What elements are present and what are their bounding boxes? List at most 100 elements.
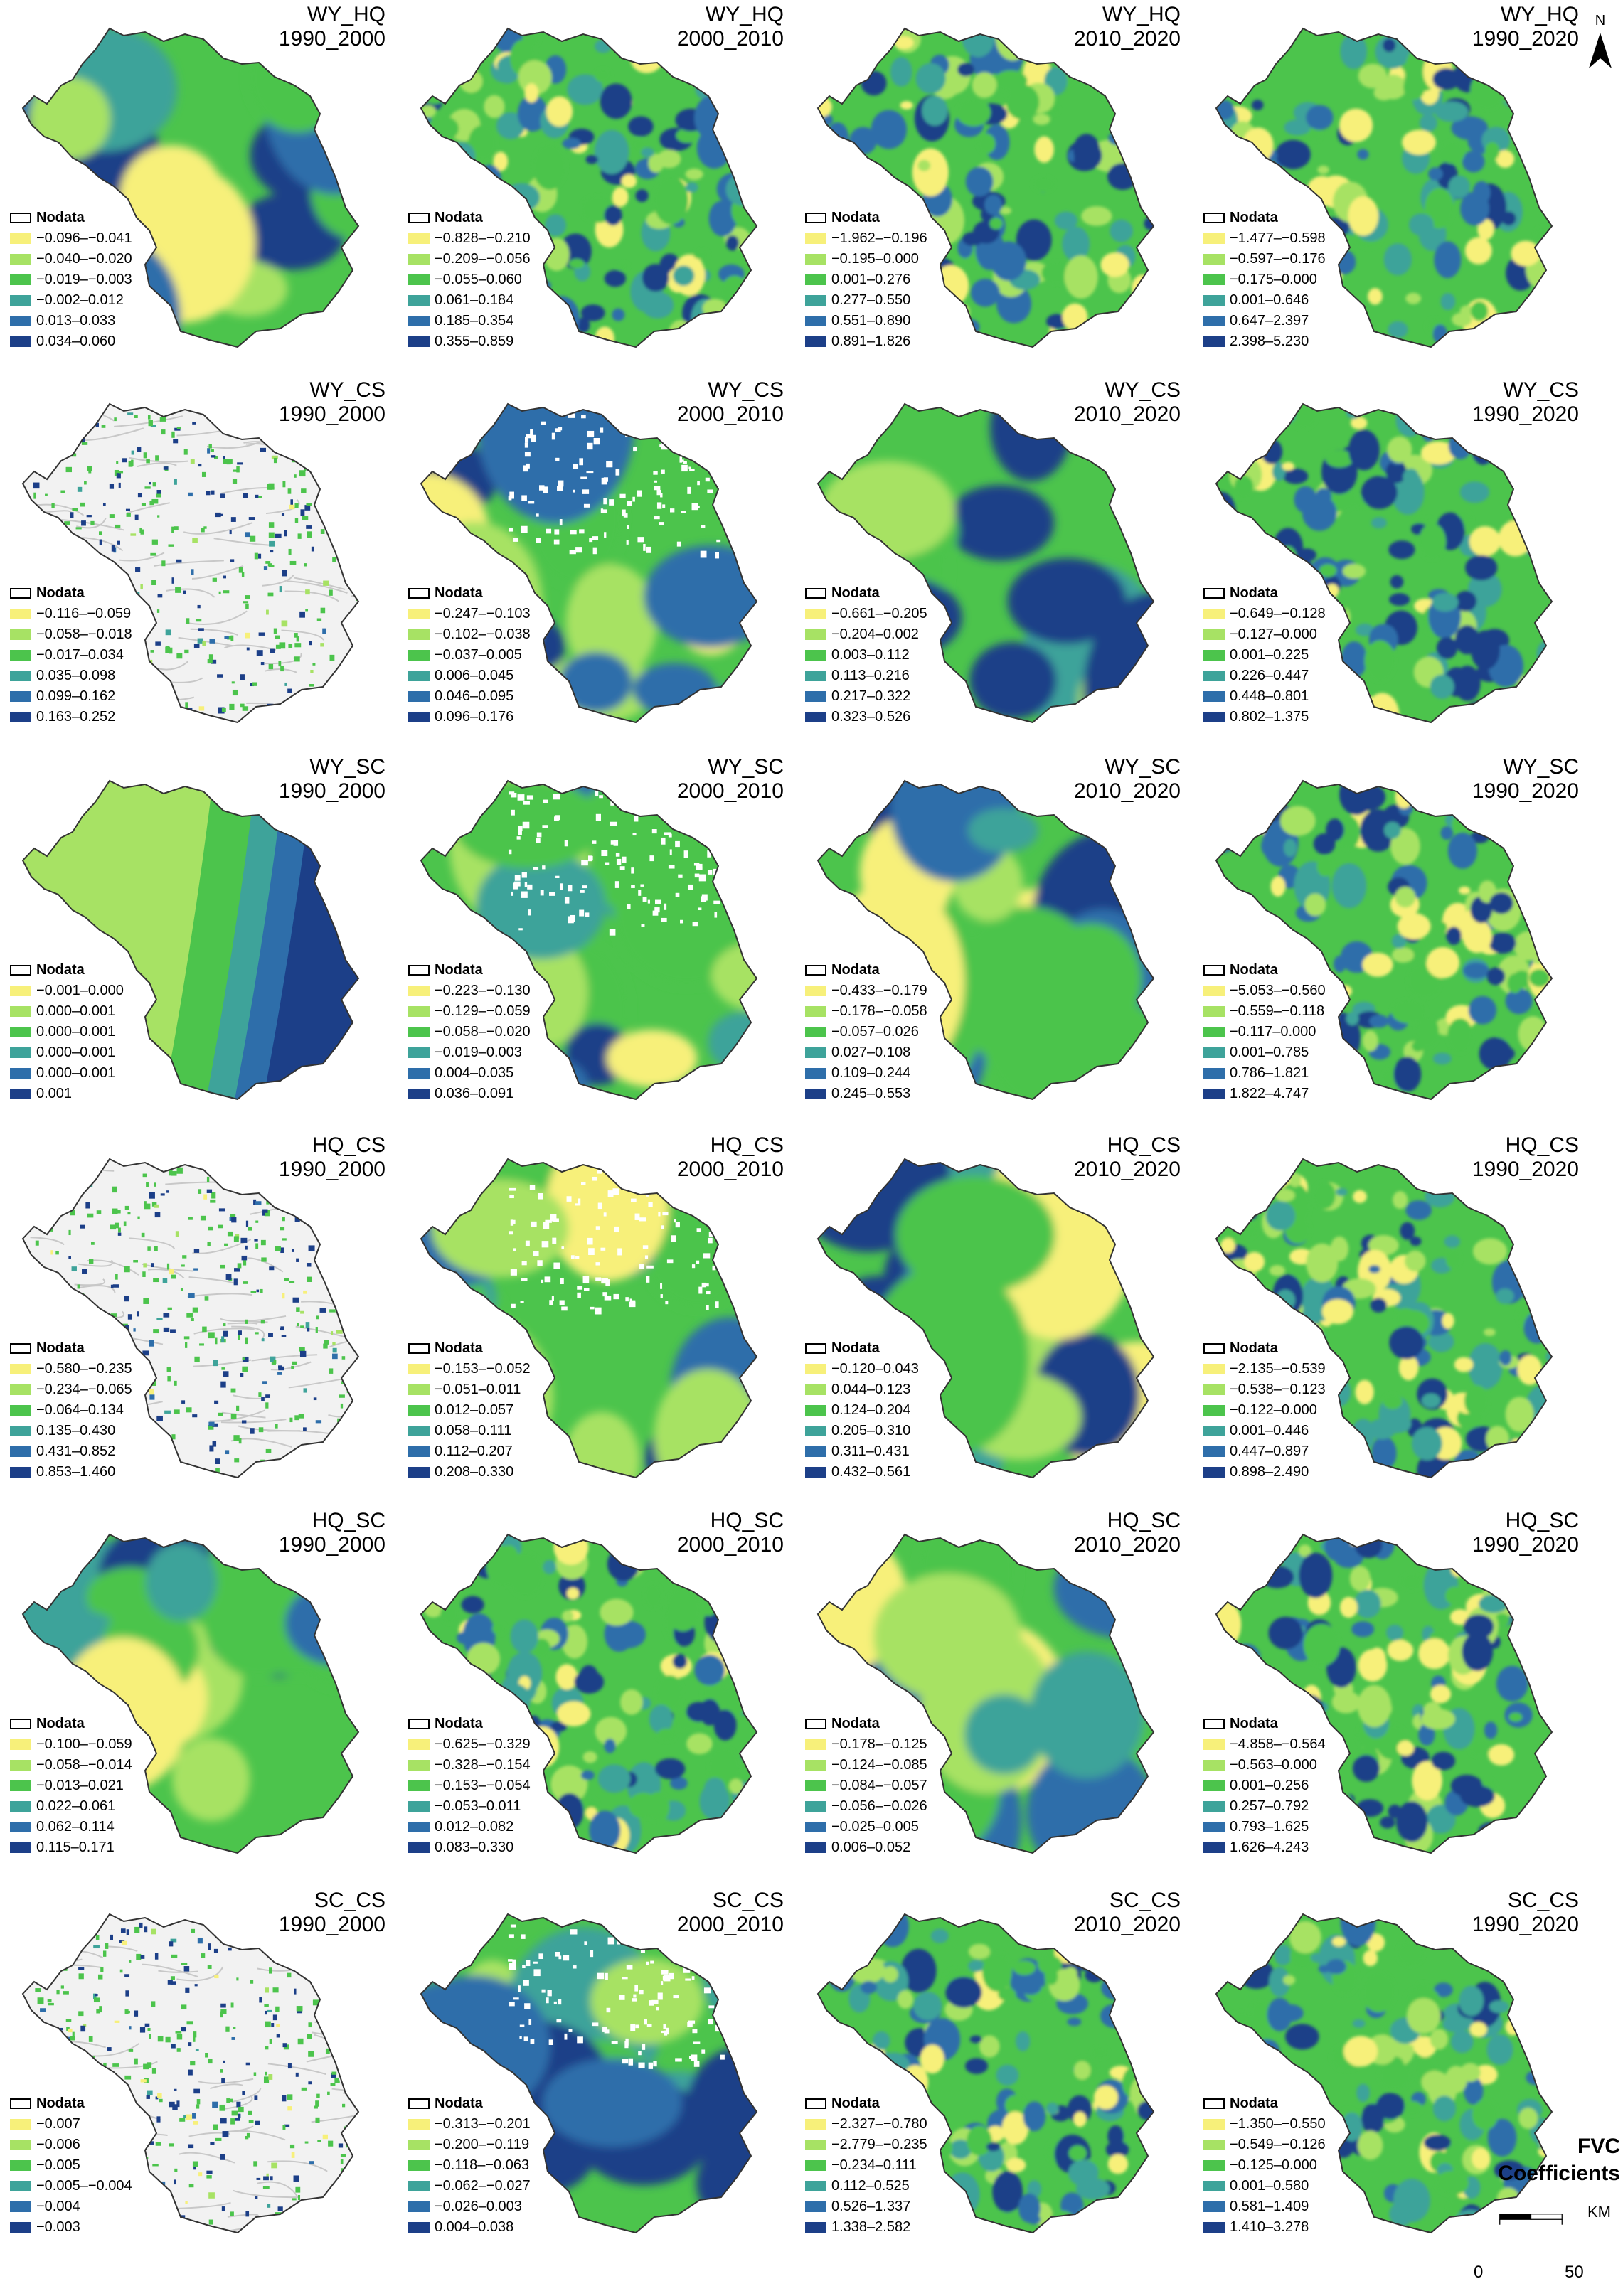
legend-label: Nodata: [36, 1716, 85, 1731]
legend-label: −0.129–−0.059: [435, 1003, 531, 1019]
legend-label: 0.124–0.204: [831, 1402, 911, 1418]
legend-swatch: [10, 2201, 31, 2212]
panel-pair: HQ_CS: [1107, 1133, 1181, 1157]
legend-label: −0.007: [36, 2116, 80, 2132]
legend-swatch: [805, 671, 826, 681]
legend-swatch: [10, 1467, 31, 1478]
panel-period: 2000_2010: [676, 1913, 784, 1936]
legend-label: −0.102–−0.038: [435, 626, 531, 642]
legend-swatch: [805, 1047, 826, 1058]
legend-item: −0.559–−0.118: [1203, 1001, 1326, 1022]
legend-item: −0.118–−0.063: [408, 2155, 531, 2176]
legend-item: 0.113–0.216: [805, 666, 927, 686]
region-map: [816, 27, 1155, 348]
legend-item: 0.044–0.123: [805, 1379, 919, 1400]
legend-label: 0.245–0.553: [831, 1086, 911, 1101]
panel-period: 1990_2020: [1472, 1913, 1579, 1936]
legend-item: −0.247–−0.103: [408, 604, 531, 624]
panel-pair: WY_CS: [708, 378, 784, 402]
legend-swatch: [805, 1364, 826, 1374]
legend-label: 0.432–0.561: [831, 1464, 911, 1480]
legend-swatch: [1203, 1780, 1225, 1791]
legend-item: −0.019–−0.003: [10, 269, 132, 290]
legend-swatch: [10, 233, 31, 244]
legend-label: 0.163–0.252: [36, 709, 116, 725]
legend-label: Nodata: [435, 1716, 483, 1731]
panel-title: HQ_SC 2010_2020: [1074, 1509, 1181, 1557]
legend-swatch: [10, 1068, 31, 1079]
legend-swatch: [1203, 1467, 1225, 1478]
legend-label: −1.477–−0.598: [1230, 230, 1326, 246]
legend-label: −5.053–−0.560: [1230, 983, 1326, 998]
legend-label: −0.006: [36, 2137, 80, 2152]
legend-label: Nodata: [831, 585, 880, 601]
legend: Nodata −0.625–−0.329 −0.328–−0.154 −0.153–−…: [408, 1714, 531, 1858]
legend-swatch: [408, 1446, 430, 1457]
panel-period: 2000_2010: [676, 27, 784, 50]
legend-swatch: [10, 629, 31, 640]
legend-label: 0.257–0.792: [1230, 1798, 1309, 1814]
map-panel: HQ_SC 2010_2020 Nodata −0.178–−0.125 −0.124–…: [798, 1506, 1191, 1876]
legend-item: −0.062–−0.027: [408, 2176, 531, 2196]
legend-label: 0.061–0.184: [435, 292, 514, 308]
region-map: [21, 27, 360, 348]
legend-swatch: [1203, 1027, 1225, 1037]
legend-label: −0.058–−0.014: [36, 1757, 132, 1773]
legend-swatch: [408, 965, 430, 976]
panel-title: SC_CS 1990_2000: [279, 1889, 385, 1937]
map-panel: WY_SC 2000_2010 Nodata −0.223–−0.130 −0.129–…: [401, 752, 794, 1122]
panel-pair: WY_SC: [1105, 755, 1181, 779]
legend-label: 0.208–0.330: [435, 1464, 514, 1480]
legend-label: 0.277–0.550: [831, 292, 911, 308]
legend-swatch: [408, 671, 430, 681]
legend-label: 1.626–4.243: [1230, 1840, 1309, 1855]
legend-label: 0.112–0.525: [831, 2178, 910, 2194]
legend: Nodata −0.433–−0.179 −0.178–−0.058 −0.057–0…: [805, 960, 927, 1104]
legend-item: −0.178–−0.125: [805, 1734, 927, 1755]
legend-swatch: [408, 2140, 430, 2150]
region-map: [420, 779, 758, 1101]
legend-swatch: [1203, 254, 1225, 265]
legend-item: 0.001–0.580: [1203, 2176, 1326, 2196]
legend-nodata: Nodata: [408, 2093, 531, 2114]
legend-label: Nodata: [831, 1340, 880, 1356]
legend-label: −0.057–0.026: [831, 1024, 919, 1040]
legend-label: −0.200–−0.119: [435, 2137, 530, 2152]
panel-title: WY_CS 1990_2020: [1472, 378, 1579, 427]
legend: Nodata −0.007 −0.006 −0.005 −0.005–−0.004 −0.…: [10, 2093, 132, 2238]
legend-label: −0.625–−0.329: [435, 1736, 531, 1752]
legend-label: −0.084–−0.057: [831, 1778, 927, 1793]
legend-label: 0.786–1.821: [1230, 1065, 1309, 1081]
legend-label: −0.058–−0.018: [36, 626, 132, 642]
legend-swatch: [10, 336, 31, 347]
legend-label: −0.234–−0.065: [36, 1382, 132, 1397]
legend-swatch: [805, 650, 826, 661]
panel-pair: HQ_CS: [312, 1133, 385, 1157]
legend-nodata: Nodata: [805, 208, 927, 228]
legend-label: −0.005: [36, 2157, 80, 2173]
legend-label: Nodata: [435, 2095, 483, 2111]
legend-label: −0.117–0.000: [1230, 1024, 1316, 1040]
panel-title: WY_HQ 2000_2010: [677, 3, 784, 51]
legend-label: Nodata: [1230, 1716, 1278, 1731]
map-panel: WY_HQ 1990_2000 Nodata −0.096–−0.041 −0.040–…: [3, 0, 395, 370]
legend: Nodata −0.313–−0.201 −0.200–−0.119 −0.118–−…: [408, 2093, 531, 2238]
panel-period: 1990_2000: [278, 1533, 385, 1557]
panel-pair: HQ_CS: [1505, 1133, 1579, 1157]
legend-label: −0.122–0.000: [1230, 1402, 1317, 1418]
legend-item: 2.398–5.230: [1203, 331, 1326, 352]
map-panel: HQ_CS 1990_2020 Nodata −2.135–−0.539 −0.538–…: [1196, 1131, 1589, 1500]
panel-title: WY_HQ 2010_2020: [1074, 3, 1181, 51]
panel-period: 2010_2020: [1073, 1533, 1181, 1557]
legend-item: −0.001–0.000: [10, 981, 124, 1001]
legend-item: −0.120–0.043: [805, 1359, 919, 1379]
legend-item: 0.355–0.859: [408, 331, 531, 352]
legend-swatch: [10, 650, 31, 661]
legend-item: 0.257–0.792: [1203, 1796, 1326, 1817]
legend-nodata: Nodata: [10, 1338, 132, 1359]
panel-pair: HQ_SC: [710, 1509, 784, 1532]
legend-nodata: Nodata: [1203, 960, 1326, 981]
panel-period: 2000_2010: [676, 402, 784, 426]
legend-swatch: [10, 1364, 31, 1374]
legend-label: −0.124–−0.085: [831, 1757, 927, 1773]
